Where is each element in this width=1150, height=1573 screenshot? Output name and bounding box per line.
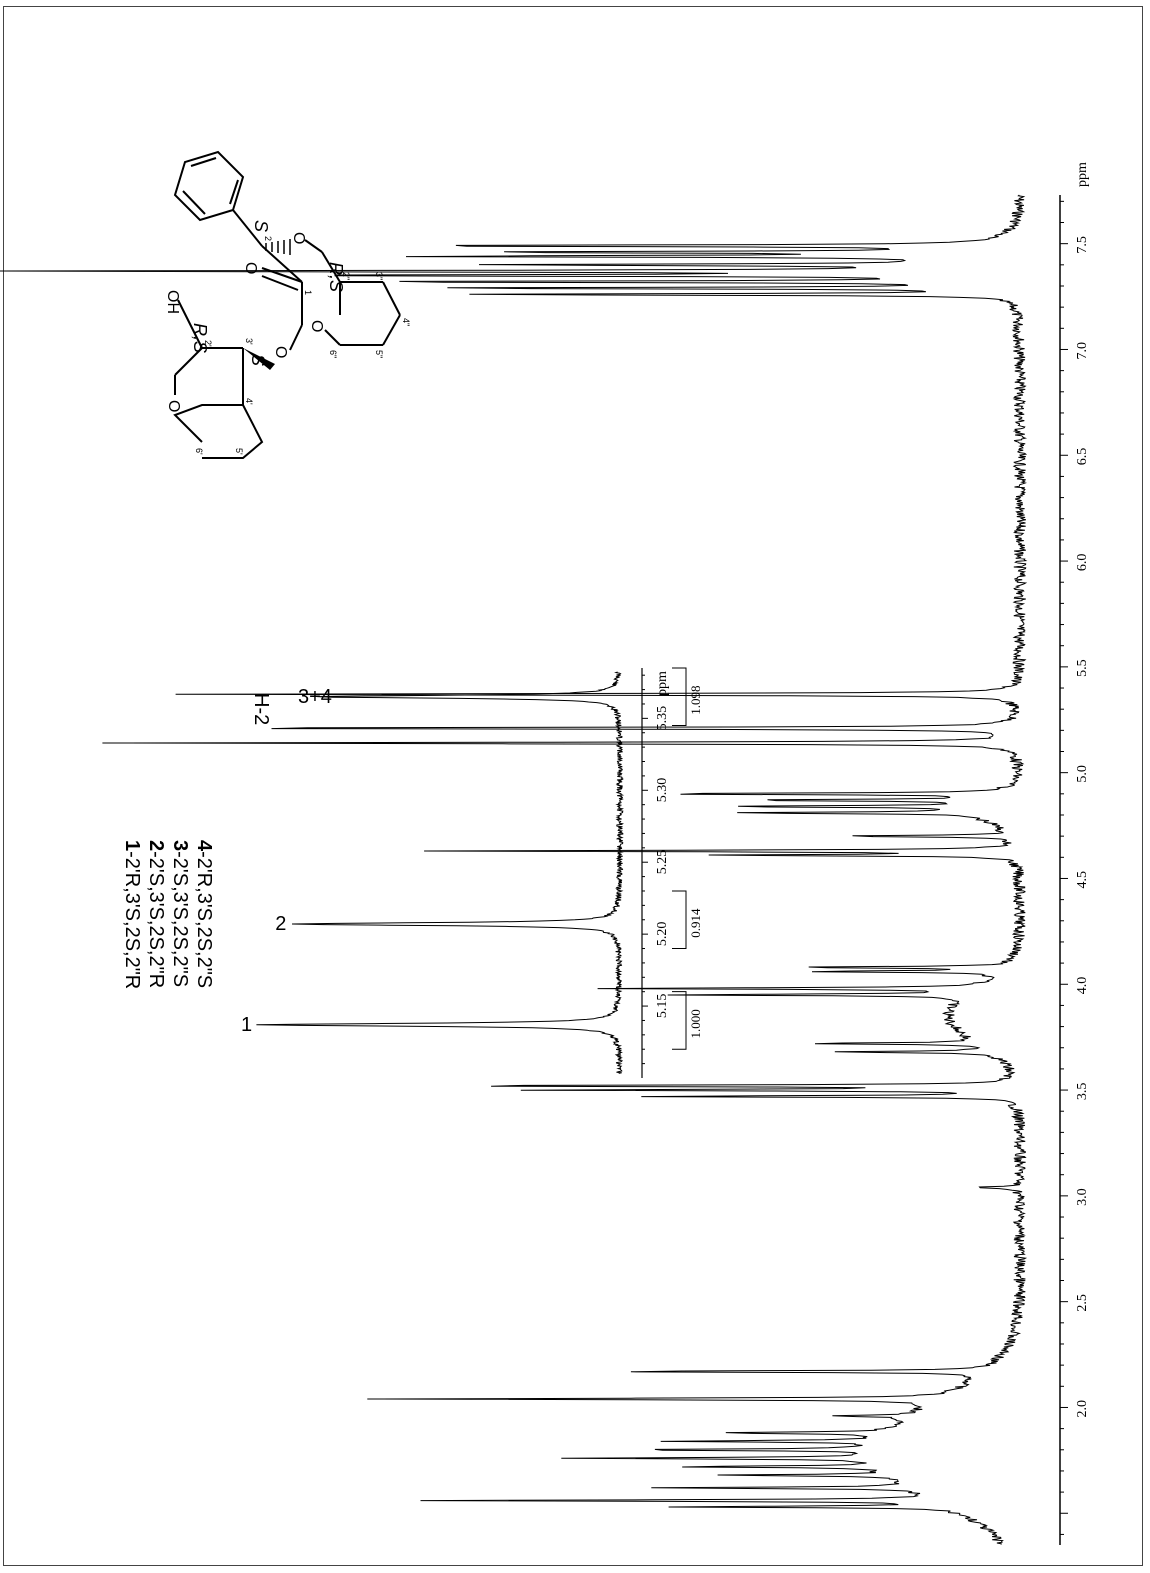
- locant-5dprime: 5": [374, 350, 384, 358]
- legend-text: -2'S,3'S,2S,2"R: [145, 851, 167, 988]
- stereo-2dprime: R,S: [326, 262, 346, 292]
- atom-o-ester: O: [272, 346, 289, 358]
- main-x-axis: 2.0 2.5 3.0 3.5 4.0 4.5 5.0 5.5 6.0 6.5 7.0 7.5 ppm: [1059, 162, 1090, 1545]
- legend-entry: 3-2'S,3'S,2S,2"S: [169, 840, 191, 987]
- atom-o-ether: O: [290, 232, 307, 244]
- stereo-3prime: S: [248, 354, 268, 366]
- legend-number: 2: [145, 840, 167, 851]
- region-label: H-2: [250, 693, 272, 725]
- locant-4dprime: 4": [401, 318, 411, 326]
- integral-bracket: [672, 890, 687, 950]
- locant-2prime: 2': [203, 340, 213, 347]
- locant-3prime: 3': [244, 338, 254, 345]
- atom-o-ring-left: O: [165, 400, 182, 412]
- legend-text: -2'R,3'S,2S,2"R: [121, 851, 143, 989]
- legend-number: 3: [169, 840, 191, 851]
- inset-peak-label: 2: [275, 913, 286, 935]
- legend-entry: 1-2'R,3'S,2S,2"R: [121, 840, 143, 989]
- locant-6dprime: 6": [328, 350, 338, 358]
- tick-label: 3.0: [1075, 1188, 1090, 1206]
- tick-label: 3.5: [1075, 1083, 1090, 1101]
- inset-tick-label: 5.35: [655, 706, 670, 731]
- atom-o-carbonyl: O: [242, 262, 259, 274]
- tick-label: 2.5: [1075, 1294, 1090, 1312]
- inset-x-axis-label: ppm: [655, 671, 670, 696]
- integral-bracket: [672, 991, 687, 1050]
- legend-text: -2'R,3'S,2S,2"S: [193, 851, 215, 988]
- chemical-structure: [173, 150, 401, 459]
- locant-4prime: 4': [244, 398, 254, 405]
- atom-oh: OH: [164, 290, 181, 314]
- legend-entry: 4-2'R,3'S,2S,2"S: [193, 840, 215, 988]
- inset-tick-label: 5.30: [655, 778, 670, 803]
- integral-value: 1.000: [688, 1009, 703, 1038]
- main-spectrum-peaks: [0, 194, 1028, 1545]
- locant-2: 2: [263, 236, 273, 241]
- inset-peak-label: 3+4: [298, 686, 332, 708]
- inset-tick-label: 5.15: [655, 994, 670, 1019]
- legend-text: -2'S,3'S,2S,2"S: [169, 851, 191, 987]
- legend-entry: 2-2'S,3'S,2S,2"R: [145, 840, 167, 988]
- spectrum-rotated: 2.02.53.03.54.04.55.05.56.06.57.07.5ppm …: [0, 162, 1090, 1545]
- inset-trace: [256, 671, 625, 1074]
- locant-5prime: 5': [234, 448, 244, 455]
- inset-tick-label: 5.20: [655, 922, 670, 947]
- tick-label: 7.0: [1075, 342, 1090, 360]
- tick-label: 6.5: [1075, 448, 1090, 466]
- annotations: H-2 1-2'R,3'S,2S,2"R2-2'S,3'S,2S,2"R3-2'…: [121, 693, 272, 989]
- integral-value: 0.914: [688, 908, 703, 938]
- tick-label: 5.0: [1075, 765, 1090, 783]
- integral-value: 1.098: [688, 686, 703, 715]
- integral-bracket: [672, 667, 687, 727]
- tick-label: 4.5: [1075, 871, 1090, 889]
- locant-3dprime: 3": [374, 272, 384, 280]
- locant-6prime: 6': [194, 448, 204, 455]
- inset-spectrum: 5.15 5.20 5.25 5.30 5.35 ppm 1 2 3+4 1.000 0.914 1.…: [241, 667, 703, 1078]
- locant-2dprime: 2": [341, 272, 351, 280]
- inset-peak-label: 1: [241, 1014, 252, 1036]
- stereo-2: S: [251, 220, 271, 232]
- tick-label: 7.5: [1075, 236, 1090, 254]
- stereo-2prime: R,S: [190, 323, 210, 353]
- tick-label: 4.0: [1075, 977, 1090, 995]
- locant-1: 1: [303, 290, 313, 295]
- structure-atom-labels: OH O O O O O R,S S S R,S 1 2 2' 3' 4' 5'…: [164, 220, 411, 455]
- legend-number: 4: [193, 840, 215, 852]
- inset-tick-label: 5.25: [655, 850, 670, 875]
- legend-number: 1: [121, 840, 143, 851]
- tick-label: 2.0: [1075, 1400, 1090, 1418]
- spectrum-trace: [0, 194, 1028, 1545]
- atom-o-ring-right: O: [308, 320, 325, 332]
- tick-label: 6.0: [1075, 554, 1090, 572]
- compound-legend: 1-2'R,3'S,2S,2"R2-2'S,3'S,2S,2"R3-2'S,3'…: [121, 840, 215, 989]
- tick-label: 5.5: [1075, 659, 1090, 677]
- x-axis-label: ppm: [1075, 162, 1090, 187]
- figure-frame: [3, 6, 1143, 1566]
